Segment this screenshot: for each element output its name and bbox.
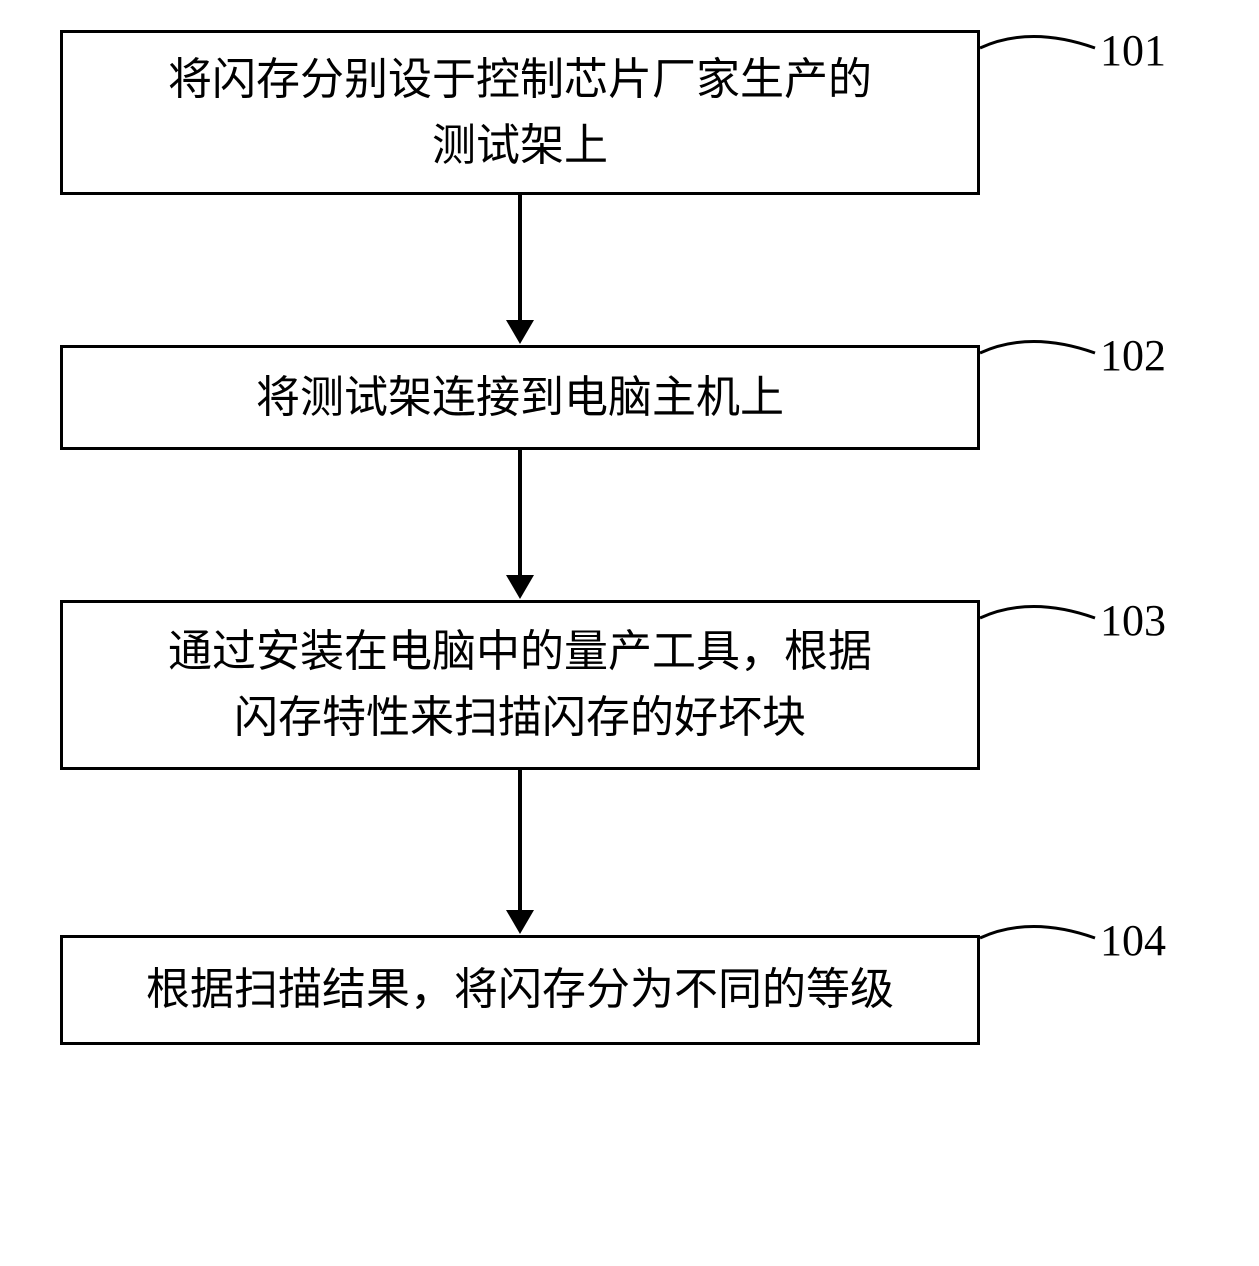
label-curve-102 bbox=[980, 325, 1100, 385]
flowchart-container: 将闪存分别设于控制芯片厂家生产的测试架上 101 将测试架连接到电脑主机上 10… bbox=[0, 0, 1259, 1266]
connector-3 bbox=[518, 770, 522, 910]
step-box-102: 将测试架连接到电脑主机上 bbox=[60, 345, 980, 450]
step-text-103: 通过安装在电脑中的量产工具，根据闪存特性来扫描闪存的好坏块 bbox=[168, 619, 872, 751]
arrow-3 bbox=[506, 910, 534, 934]
arrow-1 bbox=[506, 320, 534, 344]
step-label-102: 102 bbox=[1100, 330, 1166, 381]
step-text-104: 根据扫描结果，将闪存分为不同的等级 bbox=[146, 957, 894, 1023]
step-label-101: 101 bbox=[1100, 25, 1166, 76]
step-box-104: 根据扫描结果，将闪存分为不同的等级 bbox=[60, 935, 980, 1045]
label-curve-103 bbox=[980, 590, 1100, 650]
step-box-103: 通过安装在电脑中的量产工具，根据闪存特性来扫描闪存的好坏块 bbox=[60, 600, 980, 770]
step-box-101: 将闪存分别设于控制芯片厂家生产的测试架上 bbox=[60, 30, 980, 195]
connector-2 bbox=[518, 450, 522, 575]
step-text-102: 将测试架连接到电脑主机上 bbox=[256, 365, 784, 431]
step-label-104: 104 bbox=[1100, 915, 1166, 966]
arrow-2 bbox=[506, 575, 534, 599]
step-label-103: 103 bbox=[1100, 595, 1166, 646]
step-text-101: 将闪存分别设于控制芯片厂家生产的测试架上 bbox=[168, 47, 872, 179]
label-curve-104 bbox=[980, 910, 1100, 970]
label-curve-101 bbox=[980, 20, 1100, 80]
connector-1 bbox=[518, 195, 522, 320]
